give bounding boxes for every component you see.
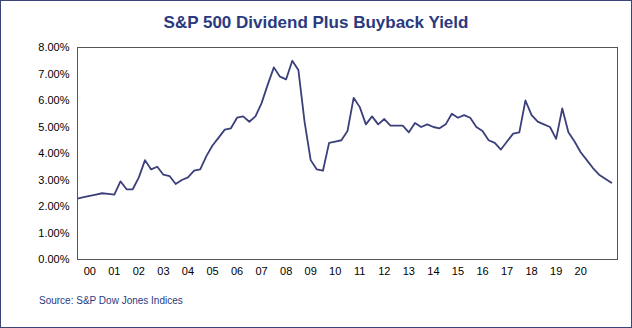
svg-text:00: 00	[84, 265, 96, 277]
svg-text:13: 13	[403, 265, 415, 277]
svg-text:20: 20	[575, 265, 587, 277]
svg-text:19: 19	[550, 265, 562, 277]
svg-text:08: 08	[280, 265, 292, 277]
svg-text:12: 12	[378, 265, 390, 277]
svg-text:0.00%: 0.00%	[38, 253, 69, 265]
svg-text:06: 06	[231, 265, 243, 277]
svg-text:2.00%: 2.00%	[38, 200, 69, 212]
svg-text:4.00%: 4.00%	[38, 147, 69, 159]
svg-text:05: 05	[206, 265, 218, 277]
svg-text:14: 14	[427, 265, 439, 277]
svg-text:04: 04	[182, 265, 194, 277]
html-text:S&P 500 Dividend Plus Buyback: S&P 500 Dividend Plus Buyback Yield	[163, 13, 469, 32]
svg-text:8.00%: 8.00%	[38, 41, 69, 53]
html-text:Source: S&P Dow Jones Indices: Source: S&P Dow Jones Indices	[39, 295, 183, 306]
svg-text:16: 16	[476, 265, 488, 277]
svg-text:3.00%: 3.00%	[38, 174, 69, 186]
svg-text:15: 15	[452, 265, 464, 277]
svg-text:17: 17	[501, 265, 513, 277]
svg-text:10: 10	[329, 265, 341, 277]
svg-text:5.00%: 5.00%	[38, 121, 69, 133]
svg-text:09: 09	[305, 265, 317, 277]
svg-text:02: 02	[133, 265, 145, 277]
svg-text:11: 11	[354, 265, 365, 277]
svg-text:01: 01	[108, 265, 120, 277]
svg-text:1.00%: 1.00%	[38, 227, 69, 239]
svg-text:07: 07	[255, 265, 267, 277]
svg-text:03: 03	[157, 265, 169, 277]
svg-text:7.00%: 7.00%	[38, 68, 69, 80]
svg-text:18: 18	[525, 265, 537, 277]
svg-text:6.00%: 6.00%	[38, 94, 69, 106]
